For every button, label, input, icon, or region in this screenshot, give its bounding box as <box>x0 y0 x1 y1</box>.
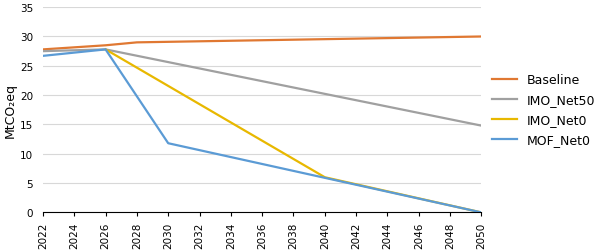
Baseline <box>102 45 109 48</box>
MOF_Net0 <box>40 55 47 58</box>
Line: MOF_Net0: MOF_Net0 <box>43 50 481 213</box>
MOF_Net0 <box>478 211 485 214</box>
IMO_Net50 <box>478 125 485 128</box>
IMO_Net0 <box>321 176 328 179</box>
MOF_Net0 <box>164 142 172 145</box>
IMO_Net0 <box>102 49 109 52</box>
Legend: Baseline, IMO_Net50, IMO_Net0, MOF_Net0: Baseline, IMO_Net50, IMO_Net0, MOF_Net0 <box>492 74 596 146</box>
Baseline <box>40 49 47 52</box>
IMO_Net0 <box>478 211 485 214</box>
Y-axis label: MtCO₂eq: MtCO₂eq <box>4 83 17 138</box>
Baseline <box>133 42 140 45</box>
MOF_Net0 <box>102 49 109 52</box>
Line: Baseline: Baseline <box>43 37 481 50</box>
Baseline <box>478 36 485 39</box>
Line: IMO_Net50: IMO_Net50 <box>43 50 481 126</box>
IMO_Net50 <box>40 50 47 53</box>
IMO_Net50 <box>102 49 109 52</box>
Line: IMO_Net0: IMO_Net0 <box>106 50 481 213</box>
